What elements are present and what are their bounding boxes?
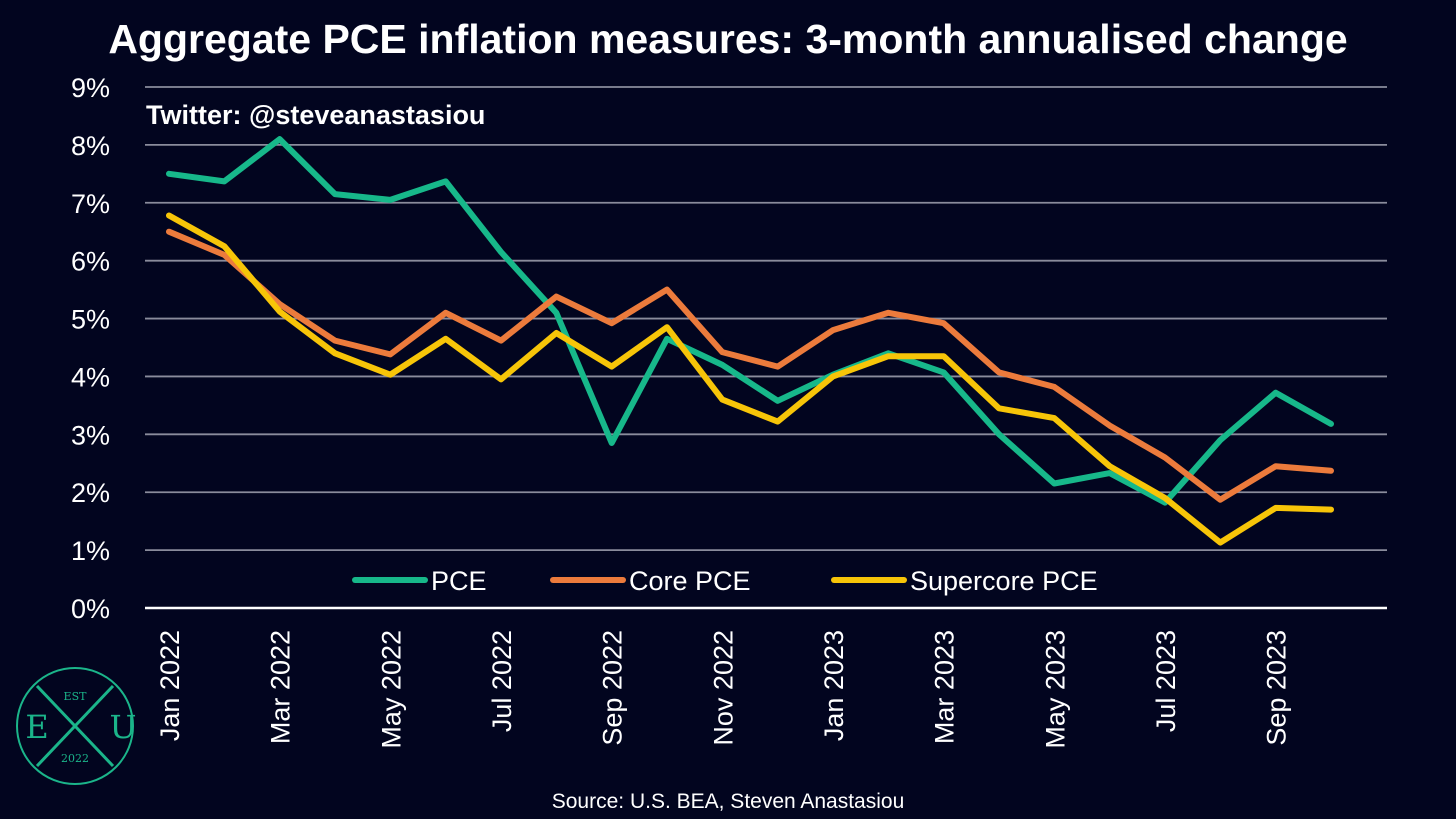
- series-line-pce: [166, 136, 1334, 506]
- source-note: Source: U.S. BEA, Steven Anastasiou: [552, 790, 905, 813]
- x-tick-label: Sep 2022: [598, 630, 628, 746]
- legend-label: PCE: [431, 566, 487, 596]
- logo-letter-left: E: [25, 708, 48, 746]
- y-axis-ticks: 0% 1% 2% 3% 4% 5% 6% 7% 8% 9%: [71, 73, 110, 624]
- y-tick-label: 7%: [71, 189, 110, 219]
- series-lines: [166, 136, 1334, 546]
- logo-cross-stroke: [35, 684, 115, 768]
- y-tick-label: 6%: [71, 247, 110, 277]
- x-tick-label: Mar 2022: [266, 630, 296, 744]
- series-line-supercore-pce: [166, 212, 1334, 546]
- twitter-credit: Twitter: @steveanastasiou: [146, 100, 485, 130]
- y-tick-label: 5%: [71, 305, 110, 335]
- x-tick-label: Mar 2023: [930, 630, 960, 744]
- chart-title: Aggregate PCE inflation measures: 3-mont…: [108, 16, 1347, 62]
- legend-label: Core PCE: [629, 566, 751, 596]
- x-axis-ticks: Jan 2022 Mar 2022 May 2022 Jul 2022 Sep 2022…: [155, 630, 1292, 749]
- y-tick-label: 8%: [71, 131, 110, 161]
- logo-ring: [16, 667, 134, 785]
- y-tick-label: 2%: [71, 478, 110, 508]
- x-tick-label: Jan 2022: [155, 630, 185, 741]
- y-tick-label: 3%: [71, 420, 110, 450]
- logo-letter-right: U: [110, 708, 137, 746]
- y-tick-label: 9%: [71, 73, 110, 103]
- x-tick-label: May 2023: [1040, 630, 1070, 749]
- y-tick-label: 1%: [71, 536, 110, 566]
- y-tick-label: 0%: [71, 594, 110, 624]
- y-tick-label: 4%: [71, 362, 110, 392]
- legend: PCE Core PCE Supercore PCE: [352, 566, 1098, 596]
- legend-label: Supercore PCE: [910, 566, 1098, 596]
- x-tick-label: May 2022: [376, 630, 406, 749]
- logo-year: 2022: [61, 752, 89, 765]
- logo-est: EST: [64, 690, 88, 703]
- gridlines: [145, 86, 1387, 610]
- x-tick-label: Jan 2023: [819, 630, 849, 741]
- x-tick-label: Jul 2022: [487, 630, 517, 732]
- x-tick-label: Nov 2022: [708, 630, 738, 746]
- x-tick-label: Jul 2023: [1151, 630, 1181, 732]
- series-line-core-pce: [166, 228, 1334, 503]
- eu-logo: EST E U 2022: [16, 667, 137, 785]
- x-tick-label: Sep 2023: [1262, 630, 1292, 746]
